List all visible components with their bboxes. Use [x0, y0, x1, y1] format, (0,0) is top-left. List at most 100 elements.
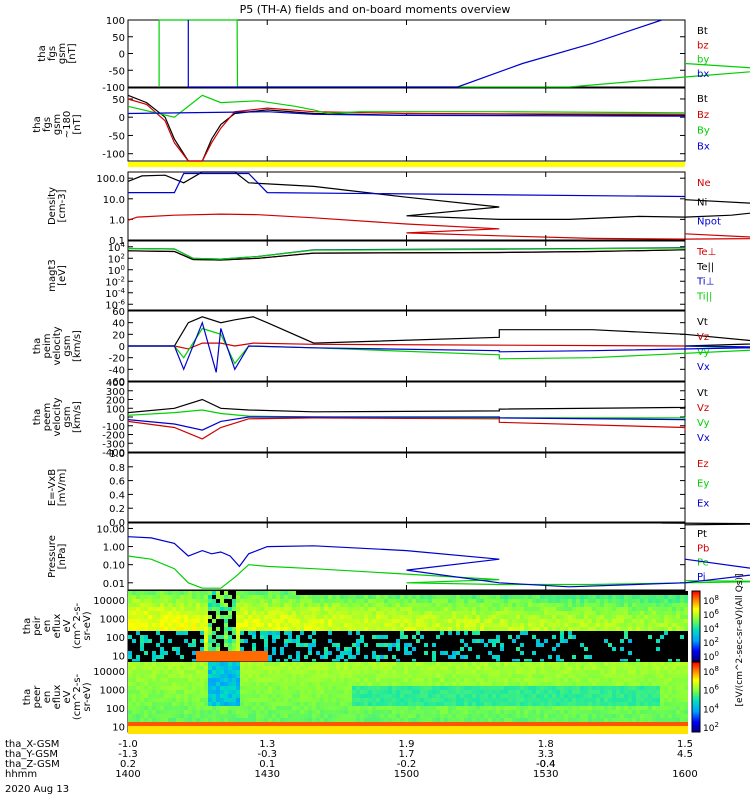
y-tick-label: -20: [109, 354, 125, 365]
orbit-row-value: -1.3: [118, 749, 138, 760]
y-tick-label: 1000: [100, 614, 125, 625]
legend-entry: Vy: [697, 347, 710, 358]
y-axis-label: thapeirenefluxeV(cm^2-s-sr-eV): [22, 602, 93, 649]
legend-entry: Vz: [697, 403, 709, 414]
legend-entry: bx: [697, 69, 709, 80]
orbit-row-value: 0.2: [120, 759, 136, 770]
orbit-row-value: 1400: [115, 769, 140, 780]
series-line-Te||: [127, 249, 686, 261]
panel-efield: 1.0 0.8 0.6 0.4 0.2 0.0 Ez Ey Ex E=-VxB[mV/m]: [47, 449, 709, 529]
orbit-row-value: -1.0: [118, 739, 138, 750]
orbit-row-value: 1530: [533, 769, 558, 780]
y-tick-label: 100: [106, 404, 125, 415]
y-tick-label: -40: [109, 365, 125, 376]
series-line-Vt: [128, 316, 750, 347]
series-line-Vx: [128, 320, 750, 373]
y-tick-label: -100: [102, 422, 125, 433]
y-tick-label: 10: [112, 651, 125, 662]
orbit-row-value: -0.2: [397, 759, 417, 770]
y-axis-label: thafgsgsm[nT]: [37, 43, 78, 64]
y-tick-label: 10.0: [103, 195, 125, 206]
orbit-row-label: tha_X-GSM: [5, 739, 59, 750]
legend-entry: Pt: [697, 529, 707, 540]
y-tick-label: 1000: [100, 685, 125, 696]
panel-density: 100.0 10.0 1.0 0.1 Ne Ni Npot Density[cm-3]: [47, 171, 750, 247]
series-line-Vy: [127, 409, 686, 419]
y-tick-label: 0.10: [103, 561, 125, 572]
y-axis-label: E=-VxB[mV/m]: [47, 469, 68, 507]
y-tick-label: -200: [102, 431, 125, 442]
y-tick-label: -100: [102, 150, 125, 161]
y-tick-label: 0.01: [103, 579, 125, 590]
y-axis-label: magt3[eV]: [47, 259, 68, 292]
y-tick-label: 0: [119, 342, 125, 353]
colorbar-tick-label: 108: [703, 594, 719, 607]
series-line-Pi: [127, 536, 750, 588]
y-tick-label: 0.6: [109, 477, 125, 488]
series-line-Bz: [127, 98, 686, 162]
y-axis-label: thapeerenefluxeV(cm^2-s-sr-eV): [22, 673, 93, 720]
orbit-row-label: hhmm: [5, 769, 37, 780]
colorbar-tick-label: 106: [703, 684, 719, 697]
y-axis-label: thapeemvelocitygsm[km/s]: [32, 397, 83, 436]
legend-entry: Pe: [697, 558, 709, 569]
orbit-row-value: -0.4: [536, 759, 556, 770]
y-tick-label: -60: [109, 377, 125, 388]
legend-entry: Vx: [697, 433, 710, 444]
y-tick-label: 300: [106, 387, 125, 398]
series-line-Vx: [127, 416, 686, 431]
electron-colorbar: [691, 661, 701, 733]
legend-entry: Ne: [697, 178, 711, 189]
y-tick-label: 100: [106, 16, 125, 27]
colorbar-tick-label: 102: [703, 636, 719, 649]
series-line-Vt: [127, 398, 686, 414]
orbit-row-value: 1.7: [399, 749, 415, 760]
orbit-row-value: -0.3: [257, 749, 277, 760]
y-tick-label: -400: [102, 448, 125, 459]
colorbar-tick-label: 104: [703, 702, 719, 715]
orbit-row-value: 1.5: [677, 739, 693, 750]
series-line-Ti||: [127, 247, 686, 260]
orbit-row-value: 1.3: [259, 739, 275, 750]
legend-entry: Vx: [697, 362, 710, 373]
colorbar-tick-label: 104: [703, 622, 719, 635]
legend-entry: Vz: [697, 332, 709, 343]
y-tick-label: -100: [102, 83, 125, 94]
series-line-Bx: [127, 111, 686, 117]
y-tick-label: 0: [119, 50, 125, 61]
legend-entry: Ey: [697, 479, 709, 490]
legend-entry: by: [697, 55, 709, 66]
y-tick-label: 100: [106, 633, 125, 644]
panel-frame: [127, 19, 686, 88]
legend-entry: Pb: [697, 543, 709, 554]
y-tick-label: -300: [102, 439, 125, 450]
legend-entry: By: [697, 126, 710, 137]
orbit-row-label: tha_Z-GSM: [5, 759, 60, 770]
quality-bar: [128, 162, 685, 167]
orbit-row-value: 1.8: [538, 739, 554, 750]
series-line-Ni: [127, 171, 750, 220]
y-axis-label: Density[cm-3]: [47, 187, 68, 225]
series-line-Pe: [127, 555, 750, 589]
y-tick-label: 40: [112, 319, 125, 330]
y-tick-label: 1.0: [109, 449, 125, 460]
legend-entry: Vy: [697, 418, 710, 429]
orbit-row-value: 0.1: [259, 759, 275, 770]
orbit-row-value: 1600: [672, 769, 697, 780]
legend-entry: Ti||: [696, 291, 712, 302]
panel-frame: [127, 171, 686, 241]
legend-entry: Te||: [696, 262, 714, 273]
series-line-Vz: [128, 342, 686, 350]
series-line-by: [158, 19, 750, 88]
legend-entry: Bt: [697, 26, 708, 37]
panel-frame: [127, 452, 686, 523]
series-line-Npot: [128, 172, 686, 198]
y-tick-label: 1.0: [109, 215, 125, 226]
series-line-Pt: [661, 522, 750, 526]
legend-entry: Ti⊥: [696, 277, 714, 288]
date-label: 2020 Aug 13: [5, 784, 69, 795]
y-tick-label: 400: [106, 378, 125, 389]
figure-title: P5 (TH-A) fields and on-board moments ov…: [240, 3, 511, 16]
